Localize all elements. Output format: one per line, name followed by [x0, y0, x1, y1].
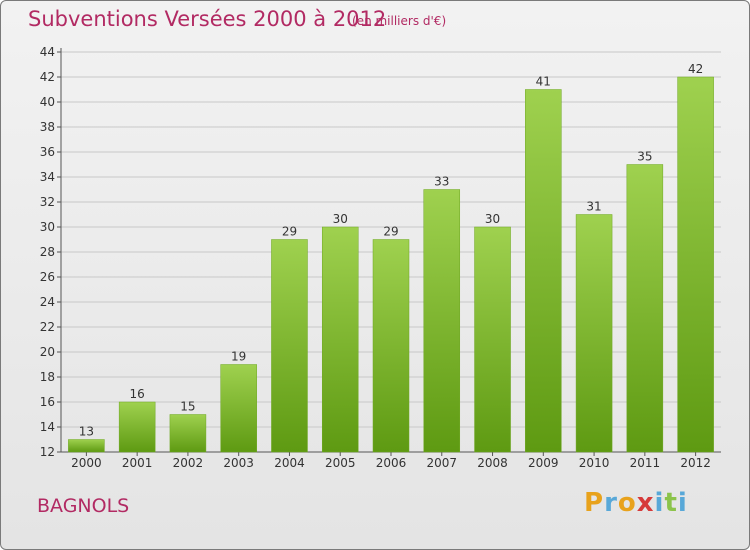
y-tick-label: 38 — [40, 120, 55, 134]
bar-2002 — [169, 414, 207, 453]
value-label: 15 — [180, 400, 195, 414]
logo-letter: o — [617, 488, 637, 518]
bar-2003 — [220, 364, 257, 453]
bar-2004 — [271, 239, 308, 453]
y-tick-label: 44 — [40, 45, 55, 59]
y-tick-label: 30 — [40, 220, 55, 234]
x-tick-label: 2002 — [173, 456, 204, 470]
y-tick-label: 32 — [40, 195, 55, 209]
bar-2009 — [525, 89, 562, 453]
logo-letter: i — [677, 488, 688, 518]
logo-letter: P — [584, 488, 605, 518]
value-label: 19 — [231, 350, 246, 364]
logo-letter: x — [636, 488, 655, 518]
bar-2000 — [68, 439, 105, 453]
y-tick-label: 34 — [40, 170, 55, 184]
y-tick-label: 12 — [40, 445, 55, 459]
y-tick-label: 20 — [40, 345, 55, 359]
y-tick-label: 16 — [40, 395, 55, 409]
value-label: 42 — [688, 62, 703, 76]
y-tick-label: 22 — [40, 320, 55, 334]
bar-2005 — [321, 226, 359, 453]
y-tick-label: 28 — [40, 245, 55, 259]
logo-letter: r — [604, 488, 618, 518]
x-tick-label: 2008 — [477, 456, 508, 470]
value-label: 41 — [536, 75, 551, 89]
value-label: 35 — [637, 150, 652, 164]
x-tick-label: 2000 — [71, 456, 102, 470]
value-label: 16 — [130, 387, 145, 401]
value-label: 33 — [434, 175, 449, 189]
x-tick-label: 2006 — [376, 456, 407, 470]
y-tick-label: 14 — [40, 420, 55, 434]
chart-title: Subventions Versées 2000 à 2012 — [28, 7, 387, 31]
bar-2006 — [372, 239, 410, 453]
x-tick-label: 2009 — [528, 456, 559, 470]
bars — [68, 76, 714, 453]
x-tick-label: 2001 — [122, 456, 153, 470]
value-label: 13 — [79, 425, 94, 439]
value-label: 30 — [333, 212, 348, 226]
value-label: 30 — [485, 212, 500, 226]
logo-letter: i — [654, 488, 665, 518]
x-tick-label: 2004 — [274, 456, 305, 470]
labels: 2000 13 2001 16 2002 15 2003 19 2004 29 2005 30 2006… — [71, 62, 711, 470]
bar-2010 — [575, 214, 613, 453]
bar-2012 — [677, 76, 714, 453]
x-tick-label: 2012 — [680, 456, 711, 470]
y-tick-label: 40 — [40, 95, 55, 109]
x-tick-label: 2010 — [579, 456, 610, 470]
bar-2008 — [474, 226, 511, 453]
x-tick-label: 2003 — [223, 456, 254, 470]
value-label: 29 — [383, 225, 398, 239]
y-tick-label: 18 — [40, 370, 55, 384]
value-label: 31 — [586, 200, 601, 214]
bar-2011 — [626, 164, 664, 453]
proxiti-logo[interactable]: Proxiti — [584, 488, 688, 518]
bar-2001 — [118, 401, 156, 453]
logo-letter: t — [664, 488, 678, 518]
value-label: 29 — [282, 225, 297, 239]
y-tick-label: 36 — [40, 145, 55, 159]
y-tick-label: 26 — [40, 270, 55, 284]
bar-2007 — [423, 189, 461, 453]
x-tick-label: 2005 — [325, 456, 356, 470]
commune-name: BAGNOLS — [37, 495, 130, 517]
y-tick-label: 42 — [40, 70, 55, 84]
x-tick-label: 2011 — [630, 456, 661, 470]
y-tick-label: 24 — [40, 295, 55, 309]
x-tick-label: 2007 — [426, 456, 457, 470]
chart-subtitle: (en milliers d'€) — [352, 14, 447, 28]
